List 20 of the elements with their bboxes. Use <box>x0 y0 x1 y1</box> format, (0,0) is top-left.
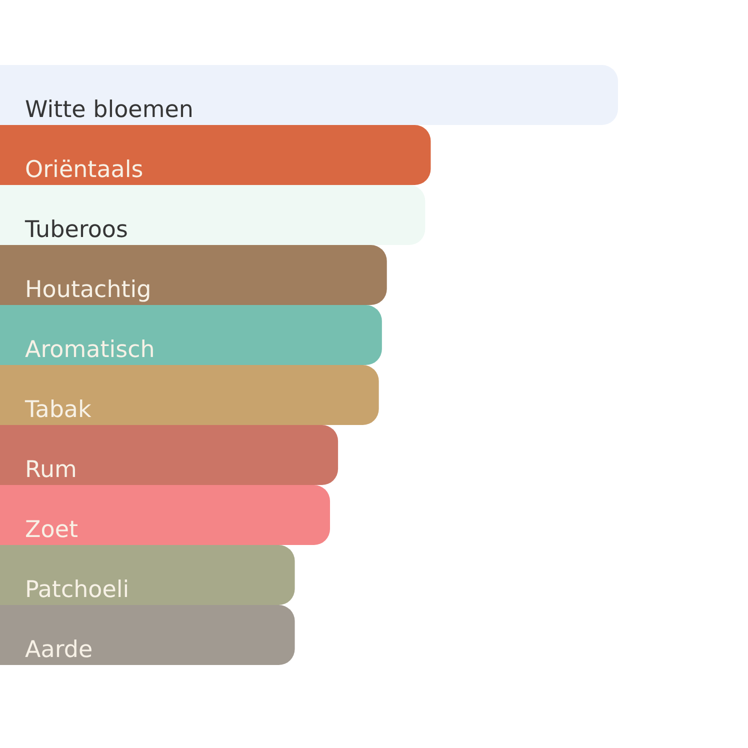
y-tick-label: Tabak <box>24 397 92 423</box>
y-tick-label: Rum <box>25 457 77 483</box>
bar <box>0 185 426 245</box>
bar <box>0 545 295 605</box>
bar <box>0 245 387 305</box>
y-tick-label: Patchoeli <box>25 577 130 603</box>
bar <box>0 485 330 545</box>
y-tick-label: Witte bloemen <box>25 97 194 123</box>
bar <box>0 605 295 665</box>
y-tick-label: Aromatisch <box>25 337 155 363</box>
bar <box>0 305 382 365</box>
y-tick-label: Houtachtig <box>25 277 152 303</box>
y-tick-label: Tuberoos <box>24 217 128 243</box>
bar <box>0 365 379 425</box>
bar <box>0 125 431 185</box>
y-tick-label: Oriëntaals <box>25 157 144 183</box>
y-tick-label: Aarde <box>25 637 93 663</box>
bar <box>0 65 618 125</box>
y-tick-label: Zoet <box>25 517 78 543</box>
bar <box>0 425 338 485</box>
